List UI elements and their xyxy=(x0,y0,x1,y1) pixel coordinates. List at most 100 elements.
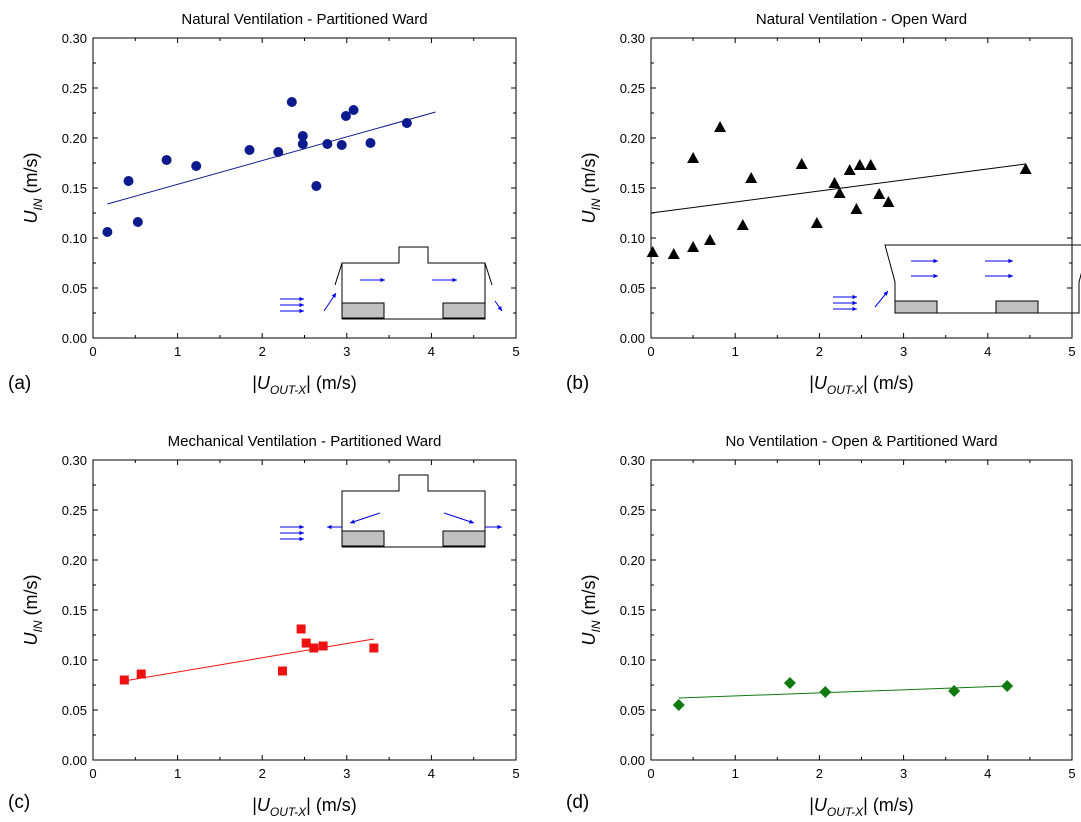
data-point xyxy=(810,217,823,228)
x-axis-label-sub: OUT-X xyxy=(827,805,864,819)
y-tick-label: 0.15 xyxy=(62,603,87,618)
y-axis-label: UIN (m/s) xyxy=(21,575,45,646)
x-tick-label: 2 xyxy=(259,344,266,359)
x-tick-label: 3 xyxy=(343,344,350,359)
y-axis-label-sub: IN xyxy=(589,198,603,210)
flow-arrow xyxy=(443,512,475,524)
data-point xyxy=(340,111,351,121)
y-tick-label: 0.25 xyxy=(62,81,87,96)
flow-arrow-head xyxy=(1008,258,1013,264)
data-point xyxy=(850,203,863,214)
data-point xyxy=(296,624,306,634)
x-axis-label-bar: | xyxy=(863,373,868,393)
x-axis-label-bar: | xyxy=(306,795,311,815)
y-tick-label: 0.15 xyxy=(62,181,87,196)
plot-frame xyxy=(650,37,1073,339)
panel-title: Natural Ventilation - Open Ward xyxy=(756,11,967,28)
data-point xyxy=(161,155,172,165)
flow-arrow-head xyxy=(469,519,474,524)
fit-line xyxy=(124,638,374,682)
y-axis-label-var: U xyxy=(579,209,599,223)
ward-inset-diagram xyxy=(833,244,1081,314)
y-axis-label-unit: (m/s) xyxy=(579,153,599,199)
panel-title: No Ventilation - Open & Partitioned Ward xyxy=(725,433,997,450)
ward-wall xyxy=(484,262,493,286)
ward-wall xyxy=(334,262,343,286)
data-point xyxy=(853,159,866,170)
y-axis-label-sub: IN xyxy=(589,620,603,632)
x-tick-label: 5 xyxy=(1068,344,1075,359)
outflow-arrow-head xyxy=(497,524,502,530)
y-tick-label: 0.05 xyxy=(62,281,87,296)
data-point xyxy=(843,164,856,175)
bed-right xyxy=(442,530,486,547)
data-point xyxy=(646,246,659,257)
data-point xyxy=(297,139,308,149)
x-axis-label-var: U xyxy=(257,795,271,815)
data-point xyxy=(301,638,311,648)
data-point xyxy=(365,138,376,148)
x-tick-label: 0 xyxy=(647,344,654,359)
x-tick-label: 1 xyxy=(174,766,181,781)
outflow-arrow-head xyxy=(497,306,502,311)
x-tick-label: 4 xyxy=(428,766,435,781)
x-axis-label-bar: | xyxy=(252,795,257,815)
flow-arrow-head xyxy=(1008,273,1013,279)
data-point xyxy=(191,161,202,171)
wind-arrow-head xyxy=(299,302,304,308)
flow-arrow-head xyxy=(452,277,457,283)
x-tick-label: 2 xyxy=(816,344,823,359)
data-point xyxy=(401,118,412,128)
y-tick-label: 0.05 xyxy=(620,281,645,296)
data-point xyxy=(783,677,796,689)
data-point xyxy=(348,105,359,115)
data-point xyxy=(1019,163,1032,174)
data-point xyxy=(322,139,333,149)
x-tick-label: 0 xyxy=(89,344,96,359)
x-tick-label: 4 xyxy=(984,766,991,781)
data-point xyxy=(1001,680,1014,692)
ward-outline xyxy=(341,474,486,548)
ward-outline xyxy=(884,244,1081,314)
x-tick-label: 3 xyxy=(900,766,907,781)
wind-arrow-head xyxy=(299,296,304,302)
x-axis-label-bar: | xyxy=(306,373,311,393)
x-tick-label: 4 xyxy=(428,344,435,359)
panel-c: 0 1 2 3 4 5 0.00 0.05 0.10 0.15 0.20 0.25 0.30 Mechan… xyxy=(8,433,520,819)
data-point xyxy=(286,97,297,107)
plot-frame xyxy=(92,459,517,761)
y-tick-label: 0.10 xyxy=(62,653,87,668)
y-tick-label: 0.30 xyxy=(620,453,645,468)
data-point xyxy=(278,666,288,676)
x-tick-label: 1 xyxy=(174,344,181,359)
y-axis-label-unit: (m/s) xyxy=(21,575,41,621)
data-point xyxy=(948,685,961,697)
x-axis-label-unit: (m/s) xyxy=(868,373,914,393)
y-tick-label: 0.05 xyxy=(620,703,645,718)
data-point xyxy=(132,217,143,227)
plot-frame xyxy=(92,37,517,339)
data-point xyxy=(667,248,680,259)
x-tick-label: 3 xyxy=(343,766,350,781)
data-point xyxy=(336,140,347,150)
data-point xyxy=(882,196,895,207)
data-point xyxy=(311,181,322,191)
x-axis-label-var: U xyxy=(814,795,828,815)
data-point xyxy=(672,699,685,711)
y-tick-label: 0.15 xyxy=(620,181,645,196)
y-axis-label: UIN (m/s) xyxy=(579,153,603,224)
inflow-arrow-head xyxy=(883,291,888,296)
wind-arrow-head xyxy=(299,308,304,314)
flow-arrow-head xyxy=(350,519,355,524)
y-tick-label: 0.15 xyxy=(620,603,645,618)
data-point xyxy=(873,188,886,199)
x-axis-label-bar: | xyxy=(809,373,814,393)
y-tick-label: 0.00 xyxy=(62,753,87,768)
x-axis-label-sub: OUT-X xyxy=(827,383,864,397)
x-axis-label-unit: (m/s) xyxy=(311,795,357,815)
data-point xyxy=(136,669,146,679)
data-point xyxy=(687,152,700,163)
panel-b: 0 1 2 3 4 5 0.00 0.05 0.10 0.15 0.20 0.25 0.30 Natura… xyxy=(566,11,1081,397)
y-tick-label: 0.25 xyxy=(620,503,645,518)
x-tick-label: 1 xyxy=(732,344,739,359)
